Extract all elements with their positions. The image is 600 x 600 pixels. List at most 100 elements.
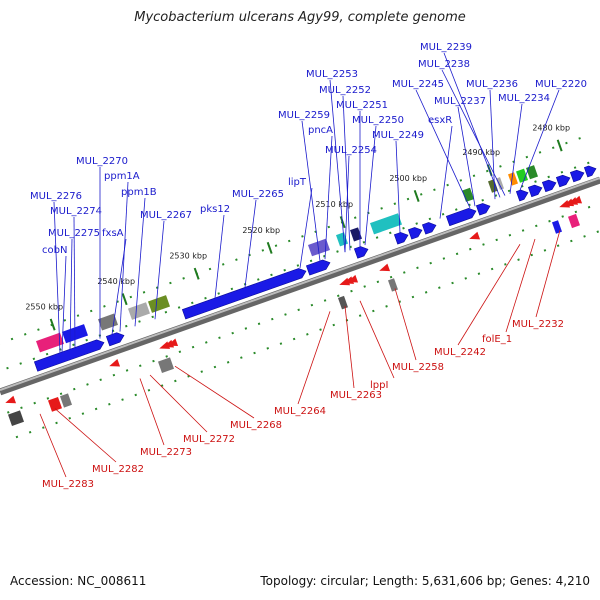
minus-gene-label: MUL_2282 bbox=[92, 464, 144, 475]
plus-label-leader bbox=[415, 89, 471, 209]
minus-gene-box bbox=[47, 396, 62, 412]
plus-label-leader bbox=[61, 255, 67, 353]
kbp-tick-mark bbox=[121, 293, 128, 306]
minus-label-leader bbox=[139, 378, 165, 446]
plus-label-leader bbox=[344, 155, 350, 253]
plus-gene-box bbox=[516, 168, 529, 183]
kbp-tick-mark bbox=[49, 318, 56, 331]
plus-label-leader bbox=[119, 181, 129, 332]
minus-label-leader bbox=[535, 230, 561, 318]
minus-gene-box bbox=[7, 410, 24, 426]
plus-gene-arrow bbox=[33, 339, 105, 372]
plus-label-leader bbox=[489, 89, 496, 200]
plus-gene-box bbox=[488, 179, 499, 193]
plus-gene-label: MUL_2238 bbox=[418, 59, 470, 70]
plus-gene-arrow bbox=[555, 174, 571, 188]
minus-label-leader bbox=[149, 374, 208, 433]
plus-gene-box bbox=[526, 165, 539, 180]
plus-label-leader bbox=[342, 95, 351, 251]
kbp-tick-mark bbox=[556, 139, 563, 152]
plus-label-leader bbox=[519, 89, 560, 191]
minus-gene-label: MUL_2283 bbox=[42, 479, 94, 490]
plus-gene-label: MUL_2253 bbox=[306, 69, 358, 80]
plus-gene-label: MUL_2250 bbox=[352, 115, 404, 126]
plus-gene-label: MUL_2236 bbox=[466, 79, 518, 90]
minus-label-leader bbox=[297, 311, 331, 405]
minus-gene-label: MUL_2268 bbox=[230, 420, 282, 431]
plus-gene-box bbox=[462, 187, 475, 202]
minus-gene-arrow bbox=[571, 195, 583, 204]
minus-gene-box bbox=[387, 278, 398, 292]
plus-label-leader bbox=[509, 103, 523, 194]
plus-gene-label: MUL_2239 bbox=[420, 42, 472, 53]
plus-gene-arrow bbox=[527, 184, 543, 198]
plus-gene-arrow bbox=[569, 169, 585, 183]
plus-gene-arrow bbox=[541, 179, 557, 193]
plus-gene-box bbox=[308, 238, 331, 257]
plus-label-leader bbox=[53, 201, 61, 353]
kbp-tick-label: 2540 kbp bbox=[97, 277, 135, 286]
genome-summary: Topology: circular; Length: 5,631,606 bp… bbox=[260, 574, 590, 588]
plus-gene-label: ppm1A bbox=[104, 171, 140, 182]
plus-gene-label: MUL_2245 bbox=[392, 79, 444, 90]
plus-gene-arrow bbox=[421, 222, 437, 235]
minus-label-leader bbox=[39, 413, 67, 478]
minus-label-leader bbox=[344, 306, 355, 389]
minus-label-leader bbox=[457, 244, 521, 346]
plus-gene-box bbox=[508, 172, 519, 186]
plus-gene-label: pncA bbox=[308, 125, 333, 136]
plus-label-leader bbox=[443, 52, 501, 198]
plus-gene-label: MUL_2252 bbox=[319, 85, 371, 96]
minus-gene-arrow bbox=[347, 274, 359, 283]
plus-gene-arrow bbox=[181, 268, 307, 320]
plus-label-leader bbox=[395, 140, 401, 233]
plus-gene-label: MUL_2237 bbox=[434, 96, 486, 107]
plus-gene-label: MUL_2275 bbox=[48, 228, 100, 239]
minus-gene-arrow bbox=[5, 395, 17, 404]
plus-gene-label: pks12 bbox=[200, 204, 230, 215]
plus-gene-label: ppm1B bbox=[121, 187, 157, 198]
kbp-tick-label: 2530 kbp bbox=[169, 252, 207, 261]
plus-gene-label: MUL_2259 bbox=[278, 110, 330, 121]
plus-label-leader bbox=[244, 199, 257, 288]
minus-gene-label: MUL_2258 bbox=[392, 362, 444, 373]
minus-gene-label: MUL_2264 bbox=[274, 406, 326, 417]
kbp-tick-mark bbox=[266, 241, 273, 254]
plus-gene-arrow bbox=[105, 332, 125, 347]
kbp-tick-label: 2510 kbp bbox=[315, 200, 353, 209]
plus-label-leader bbox=[299, 187, 313, 269]
minus-gene-label: folE_1 bbox=[482, 334, 512, 345]
track-dots-0 bbox=[0, 135, 586, 345]
kbp-tick-label: 2500 kbp bbox=[389, 174, 427, 183]
plus-gene-label: lipT bbox=[288, 177, 307, 188]
plus-gene-arrow bbox=[445, 208, 477, 227]
plus-gene-label: MUL_2274 bbox=[50, 206, 102, 217]
minus-gene-box bbox=[567, 213, 580, 229]
plus-label-leader bbox=[69, 238, 73, 350]
plus-label-leader bbox=[214, 214, 225, 299]
plus-gene-label: MUL_2265 bbox=[232, 189, 284, 200]
minus-label-leader bbox=[505, 238, 536, 333]
minus-gene-label: MUL_2232 bbox=[512, 319, 564, 330]
plus-gene-arrow bbox=[353, 246, 369, 259]
minus-gene-box bbox=[59, 393, 72, 408]
minus-label-leader bbox=[394, 288, 417, 361]
minus-label-leader bbox=[359, 300, 395, 379]
plus-gene-label: MUL_2267 bbox=[140, 210, 192, 221]
plus-gene-arrow bbox=[393, 232, 409, 245]
kbp-tick-label: 2520 kbp bbox=[242, 226, 280, 235]
plus-label-leader bbox=[111, 238, 127, 335]
map-title: Mycobacterium ulcerans Agy99, complete g… bbox=[134, 10, 466, 25]
kbp-tick-label: 2550 kbp bbox=[25, 303, 63, 312]
minus-gene-label: MUL_2263 bbox=[330, 390, 382, 401]
plus-gene-label: fxsA bbox=[102, 228, 124, 239]
plus-gene-arrow bbox=[305, 259, 331, 276]
plus-label-leader bbox=[301, 120, 321, 261]
plus-gene-arrow bbox=[515, 189, 529, 202]
plus-gene-label: MUL_2276 bbox=[30, 191, 82, 202]
minus-gene-label: MUL_2272 bbox=[183, 434, 235, 445]
minus-label-leader bbox=[54, 408, 117, 463]
plus-label-leader bbox=[329, 79, 346, 253]
plus-gene-label: MUL_2249 bbox=[372, 130, 424, 141]
